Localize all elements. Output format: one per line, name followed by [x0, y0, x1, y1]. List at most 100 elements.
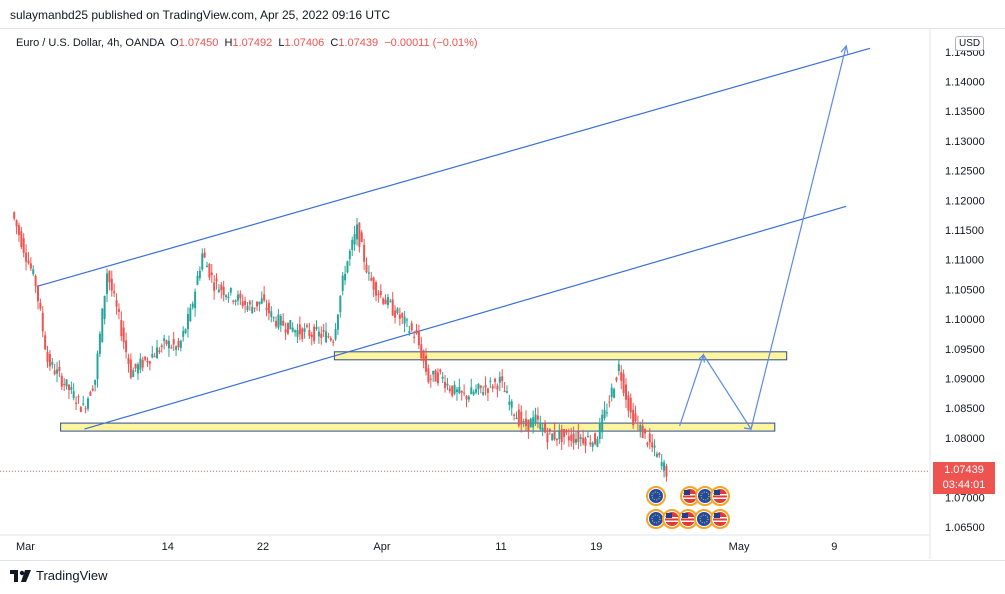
candle-body [658, 453, 661, 456]
candle-body [510, 401, 513, 408]
us-flag-icon [665, 520, 679, 522]
us-flag-icon [682, 513, 688, 518]
candle-body [398, 314, 401, 319]
upper-channel-line [36, 47, 871, 288]
candle-body [129, 359, 132, 378]
candle-body [358, 222, 361, 247]
candle-body [660, 461, 663, 467]
eu-flag-icon [649, 512, 663, 526]
candle-body [198, 270, 201, 279]
candle-body [534, 414, 537, 424]
candle-body [158, 350, 161, 353]
candle-body [475, 389, 478, 393]
candle-body [636, 422, 639, 424]
candle-body [101, 308, 104, 343]
candle-body [208, 263, 211, 278]
candle-body [527, 419, 530, 431]
candle-body [189, 307, 192, 322]
candle-body [75, 402, 78, 404]
candle-body [125, 340, 128, 353]
y-tick-label: 1.06500 [945, 522, 985, 534]
candle-body [341, 275, 344, 291]
candle-body [379, 291, 382, 296]
candle-body [67, 384, 70, 391]
symbol-name: Euro / U.S. Dollar, 4h, OANDA [16, 37, 164, 49]
candle-body [641, 425, 644, 439]
currency-button[interactable]: USD [955, 36, 985, 51]
candle-body [491, 386, 494, 389]
candle-body [372, 277, 375, 290]
candle-body [160, 345, 163, 347]
candle-body [72, 391, 75, 398]
candle-body [56, 369, 59, 374]
candle-body [482, 392, 485, 395]
candle-body [98, 333, 101, 354]
candle-body [103, 295, 106, 320]
candle-body [632, 409, 635, 426]
candle-body [256, 301, 259, 307]
candle-body [63, 383, 66, 385]
candle-body [156, 347, 159, 359]
candle-body [520, 411, 523, 425]
candle-body [410, 323, 413, 331]
candle-body [539, 422, 542, 430]
chart-frame[interactable] [0, 28, 1005, 561]
candle-body [472, 391, 475, 395]
last-price-value: 1.07439 [944, 464, 984, 476]
candle-body [60, 375, 63, 387]
candle-body [348, 250, 351, 259]
candle-body [277, 314, 280, 328]
y-tick-label: 1.12500 [945, 166, 985, 178]
candle-body [303, 328, 306, 332]
candle-body [113, 291, 116, 294]
candle-body [389, 300, 392, 302]
candle-body [505, 391, 508, 393]
candle-body [263, 294, 266, 301]
candle-body [141, 359, 144, 368]
candle-body [553, 430, 556, 440]
candle-body [89, 392, 92, 396]
high-label: H [224, 37, 233, 49]
candle-body [439, 369, 442, 372]
footer-branding[interactable]: TradingView [10, 568, 108, 583]
candle-body [151, 353, 154, 358]
candle-body [213, 282, 216, 291]
candle-body [13, 212, 16, 219]
candle-body [525, 418, 528, 426]
candle-body [36, 285, 39, 302]
candle-body [51, 362, 54, 365]
candle-body [648, 433, 651, 443]
candle-body [239, 293, 242, 299]
candle-body [39, 302, 42, 309]
candle-body [225, 295, 228, 298]
candle-body [175, 346, 178, 350]
eu-flag-icon [649, 489, 663, 503]
candle-body [53, 370, 56, 375]
candle-body [336, 314, 339, 330]
candle-body [453, 384, 456, 394]
us-flag-icon [683, 497, 697, 499]
us-flag-icon [713, 520, 727, 522]
candle-body [413, 336, 416, 338]
candle-body [270, 311, 273, 317]
candle-body [365, 264, 368, 273]
candle-body [663, 462, 666, 471]
candle-body [48, 353, 51, 367]
candle-body [651, 442, 654, 448]
candle-body [79, 406, 82, 412]
candle-body [117, 308, 120, 312]
publish-info: sulaymanbd25 published on TradingView.co… [10, 8, 391, 22]
candle-body [313, 326, 316, 342]
candle-body [325, 331, 328, 343]
candle-body [86, 398, 89, 409]
candle-body [617, 364, 620, 371]
candle-body [513, 414, 516, 416]
candle-body [182, 330, 185, 337]
candle-body [582, 437, 585, 444]
candle-body [294, 330, 297, 333]
candle-body [206, 265, 209, 268]
candle-body [460, 390, 463, 393]
candle-body [434, 370, 437, 382]
candle-body [501, 376, 504, 382]
